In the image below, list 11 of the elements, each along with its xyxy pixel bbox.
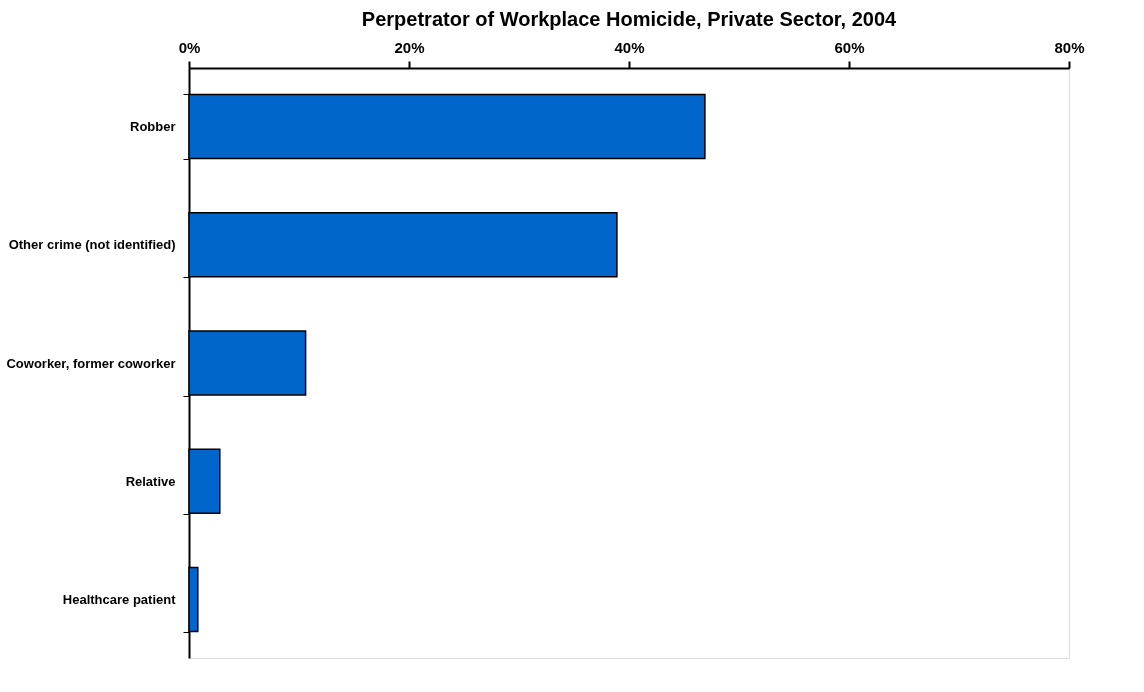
y-tick-label: Robber [130,119,176,135]
x-tick-label: 20% [394,38,425,56]
y-tick-label: Coworker, former coworker [6,355,176,371]
x-tick-label: 0% [178,38,201,56]
y-tick-label: Other crime (not identified) [8,237,176,253]
x-tick-label: 80% [1054,38,1085,56]
x-tick-label: 60% [834,38,865,56]
x-tick-label: 40% [614,38,645,56]
y-tick-label: Relative [125,473,176,489]
chart-title: Perpetrator of Workplace Homicide, Private Sector, 2004 [361,8,898,30]
y-tick-label: Healthcare patient [62,591,177,607]
